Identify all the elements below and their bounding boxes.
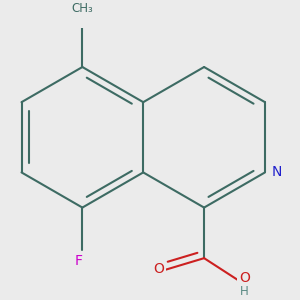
- Text: F: F: [75, 254, 83, 268]
- Text: O: O: [153, 262, 164, 276]
- Text: O: O: [239, 272, 250, 286]
- Text: N: N: [272, 165, 282, 179]
- Text: H: H: [240, 285, 249, 298]
- Text: CH₃: CH₃: [71, 2, 93, 15]
